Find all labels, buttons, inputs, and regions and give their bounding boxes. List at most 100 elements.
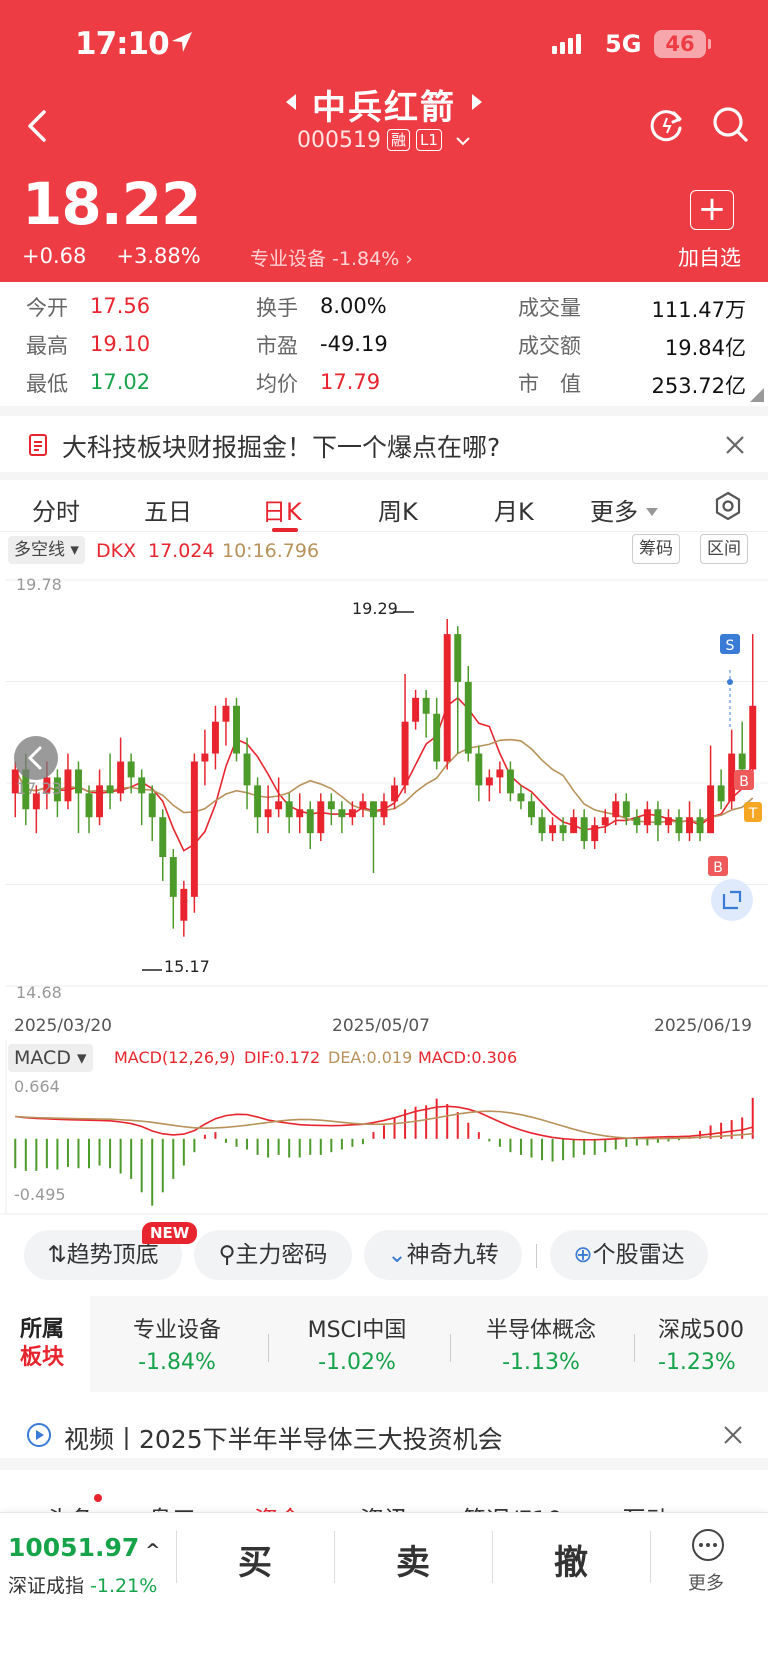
location-arrow-icon bbox=[172, 32, 192, 52]
promo-banner[interactable]: 大科技板块财报掘金！下一个爆点在哪? bbox=[0, 406, 768, 466]
tab-funds[interactable]: 资金 bbox=[254, 1500, 302, 1512]
dkx-value: 17.024 bbox=[148, 540, 215, 562]
stock-code-row[interactable]: 000519 融 L1 bbox=[0, 128, 768, 153]
y-axis-top-label: 19.78 bbox=[16, 575, 62, 594]
block-item[interactable]: 专业设备 -1.84% bbox=[92, 1312, 262, 1375]
macd-params: MACD(12,26,9) bbox=[114, 1048, 236, 1067]
candle-body bbox=[53, 777, 61, 802]
candle-body bbox=[64, 769, 72, 802]
chart-period-tabs: 分时 五日 日K 周K 月K 更多 bbox=[0, 472, 768, 532]
index-ticker[interactable]: 10051.97 ^ 深证成指 -1.21% bbox=[0, 1513, 170, 1603]
close-icon[interactable] bbox=[722, 432, 748, 458]
macd-selector[interactable]: MACD ▾ bbox=[8, 1044, 93, 1072]
candle-body bbox=[570, 817, 578, 834]
block-name: 深成500 bbox=[658, 1318, 744, 1343]
zigzag-icon: ⌄ bbox=[387, 1242, 407, 1268]
tab-daily-k[interactable]: 日K bbox=[262, 498, 302, 526]
previous-stock-button[interactable] bbox=[286, 94, 296, 110]
main-force-code-button[interactable]: ⚲主力密码 bbox=[194, 1230, 352, 1280]
candle-body bbox=[285, 801, 293, 818]
stock-header: 17:10 5G 46 中兵红箭 000519 融 L1 18.22 +0.68 +3… bbox=[0, 0, 768, 282]
indicator-selector[interactable]: 多空线 ▾ bbox=[8, 536, 85, 564]
tab-f10[interactable]: 简况/F10 bbox=[462, 1500, 562, 1512]
candle-body bbox=[401, 721, 409, 786]
candlestick-chart[interactable]: 19.78 17.23 14.68 19.29 15.17 S B B T bbox=[0, 570, 768, 1010]
close-icon[interactable] bbox=[722, 1424, 744, 1446]
chart-scroll-left-button[interactable] bbox=[14, 736, 58, 780]
sell-signal-marker bbox=[720, 634, 740, 654]
volume-value: 111.47万 bbox=[651, 298, 746, 322]
turnover-value: 8.00% bbox=[320, 294, 387, 318]
block-item[interactable]: 半导体概念 -1.13% bbox=[456, 1312, 626, 1375]
candle-body bbox=[717, 785, 725, 802]
bottom-divider bbox=[176, 1531, 177, 1583]
tab-news[interactable]: 资讯 bbox=[360, 1500, 408, 1512]
settings-hexagon-icon[interactable] bbox=[712, 490, 744, 522]
buy-button[interactable]: 买 bbox=[238, 1543, 272, 1583]
y-axis-bottom-label: 14.68 bbox=[16, 983, 62, 1002]
chevron-down-icon bbox=[456, 137, 470, 146]
video-banner[interactable]: 视频丨2025下半年半导体三大投资机会 bbox=[0, 1400, 768, 1470]
promo-text: 大科技板块财报掘金！下一个爆点在哪? bbox=[62, 433, 501, 462]
current-price: 18.22 bbox=[22, 170, 201, 238]
magic-nine-label: 神奇九转 bbox=[406, 1242, 499, 1268]
candle-body bbox=[707, 785, 715, 834]
more-label[interactable]: 更多 bbox=[688, 1573, 724, 1594]
margin-tag: 融 bbox=[387, 129, 411, 151]
x-axis-end-label: 2025/06/19 bbox=[654, 1016, 752, 1036]
expand-corner-icon[interactable] bbox=[750, 388, 764, 402]
block-name: 半导体概念 bbox=[485, 1318, 596, 1343]
candle-body bbox=[211, 721, 219, 754]
tab-intraday[interactable]: 分时 bbox=[32, 498, 80, 526]
change-absolute: +0.68 bbox=[22, 244, 87, 268]
magic-nine-button[interactable]: ⌄神奇九转 bbox=[364, 1230, 522, 1280]
search-icon[interactable] bbox=[710, 104, 750, 144]
candle-body bbox=[296, 809, 304, 818]
bottom-divider bbox=[650, 1531, 651, 1583]
level1-tag: L1 bbox=[416, 129, 442, 151]
key-icon: ⚲ bbox=[218, 1242, 236, 1268]
pe-label: 市盈 bbox=[256, 334, 298, 358]
tab-headlines[interactable]: 头条 bbox=[46, 1500, 94, 1512]
tab-more[interactable]: 更多 bbox=[590, 492, 660, 527]
chip-distribution-button[interactable]: 筹码 bbox=[632, 534, 680, 564]
tab-monthly-k[interactable]: 月K bbox=[494, 498, 534, 526]
more-dots-icon[interactable] bbox=[690, 1527, 726, 1563]
add-watchlist-icon[interactable]: + bbox=[690, 190, 734, 230]
bottom-trade-bar: 10051.97 ^ 深证成指 -1.21% 买 卖 撤 更多 bbox=[0, 1512, 768, 1662]
blocks-title-line2: 板块 bbox=[20, 1345, 65, 1370]
block-item[interactable]: MSCI中国 -1.02% bbox=[272, 1312, 442, 1375]
cancel-order-button[interactable]: 撤 bbox=[554, 1543, 588, 1583]
buy-marker-label: B bbox=[713, 860, 723, 876]
candle-body bbox=[454, 634, 462, 682]
block-item[interactable]: 深成500 -1.23% bbox=[658, 1312, 768, 1375]
candle-body bbox=[348, 809, 356, 818]
block-change: -1.13% bbox=[502, 1350, 580, 1375]
candle-body bbox=[559, 825, 567, 834]
tab-five-day[interactable]: 五日 bbox=[144, 498, 192, 526]
candle-body bbox=[749, 705, 757, 770]
range-button[interactable]: 区间 bbox=[700, 534, 748, 564]
refresh-icon[interactable] bbox=[648, 106, 686, 144]
next-stock-button[interactable] bbox=[472, 94, 482, 110]
tab-weekly-k[interactable]: 周K bbox=[378, 498, 418, 526]
min-price-annotation: 15.17 bbox=[164, 957, 210, 976]
tab-quotes[interactable]: 盘口 bbox=[148, 1500, 196, 1512]
video-title: 视频丨2025下半年半导体三大投资机会 bbox=[64, 1425, 503, 1454]
stock-radar-button[interactable]: ⊕个股雷达 bbox=[550, 1230, 708, 1280]
indicator-bar: 多空线 ▾ DKX 17.024 10:16.796 筹码 区间 bbox=[0, 534, 768, 570]
network-type: 5G bbox=[605, 30, 642, 58]
signal-markers: S B B T bbox=[708, 634, 762, 876]
candle-body bbox=[580, 817, 588, 842]
sell-button[interactable]: 卖 bbox=[396, 1543, 430, 1583]
avg-label: 均价 bbox=[256, 372, 298, 396]
max-price-annotation: 19.29 bbox=[352, 599, 398, 618]
buy-signal-marker bbox=[708, 856, 728, 876]
back-arrow-icon[interactable] bbox=[20, 106, 56, 146]
tab-interaction[interactable]: 互动 bbox=[622, 1500, 670, 1512]
macd-axis-top: 0.664 bbox=[14, 1077, 60, 1096]
sector-link[interactable]: 专业设备 -1.84% › bbox=[250, 248, 413, 270]
candle-body bbox=[190, 761, 198, 897]
fullscreen-button[interactable] bbox=[711, 879, 753, 921]
add-watchlist-label[interactable]: 加自选 bbox=[678, 246, 741, 270]
